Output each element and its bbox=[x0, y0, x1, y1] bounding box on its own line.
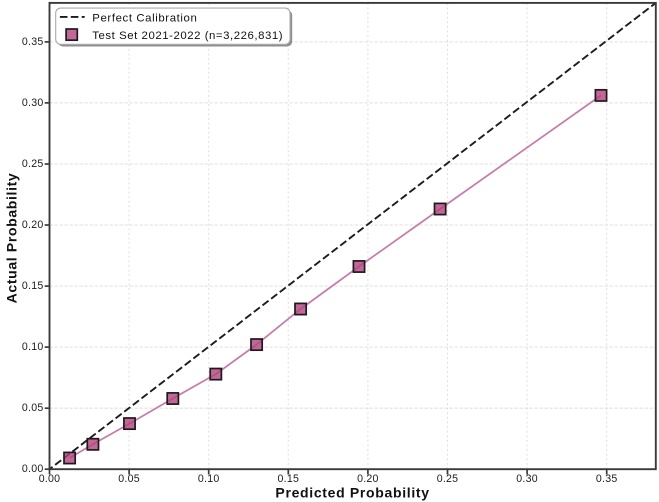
svg-text:Test Set 2021-2022 (n=3,226,83: Test Set 2021-2022 (n=3,226,831) bbox=[92, 30, 283, 42]
svg-text:0.20: 0.20 bbox=[357, 473, 379, 485]
svg-text:Predicted Probability: Predicted Probability bbox=[275, 485, 429, 501]
svg-text:0.10: 0.10 bbox=[198, 473, 220, 485]
svg-text:0.00: 0.00 bbox=[22, 463, 44, 475]
svg-text:0.25: 0.25 bbox=[22, 158, 44, 170]
svg-text:0.15: 0.15 bbox=[22, 280, 44, 292]
svg-text:0.35: 0.35 bbox=[22, 36, 44, 48]
svg-text:0.05: 0.05 bbox=[118, 473, 140, 485]
svg-text:0.10: 0.10 bbox=[22, 341, 44, 353]
svg-text:Perfect Calibration: Perfect Calibration bbox=[92, 12, 197, 24]
svg-text:0.30: 0.30 bbox=[516, 473, 538, 485]
svg-text:0.05: 0.05 bbox=[22, 402, 44, 414]
svg-text:0.15: 0.15 bbox=[277, 473, 299, 485]
svg-text:Actual Probability: Actual Probability bbox=[4, 173, 20, 304]
svg-text:0.00: 0.00 bbox=[39, 473, 61, 485]
svg-text:0.20: 0.20 bbox=[22, 219, 44, 231]
svg-text:0.25: 0.25 bbox=[437, 473, 459, 485]
svg-text:0.35: 0.35 bbox=[596, 473, 618, 485]
svg-text:0.30: 0.30 bbox=[22, 97, 44, 109]
